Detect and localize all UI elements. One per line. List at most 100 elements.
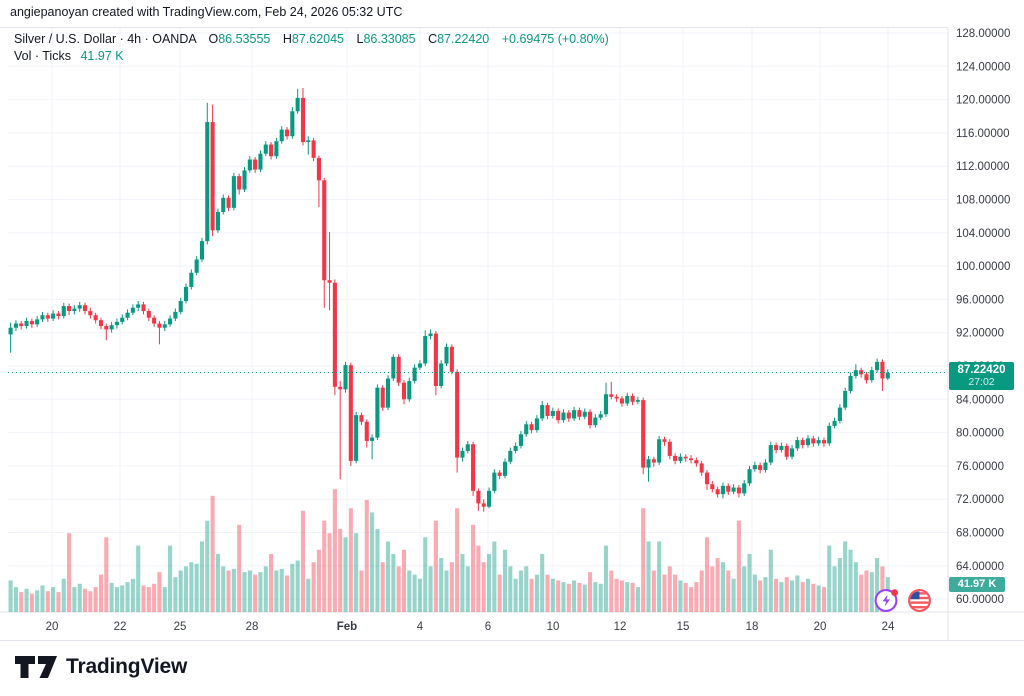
candle-body[interactable]	[146, 311, 151, 318]
candle-body[interactable]	[805, 438, 811, 446]
candle-body[interactable]	[651, 459, 656, 463]
candle-body[interactable]	[534, 418, 539, 431]
us-economic-event-icon[interactable]	[907, 588, 932, 613]
candle-body[interactable]	[82, 305, 88, 312]
candle-body[interactable]	[104, 326, 109, 330]
candle-body[interactable]	[412, 367, 417, 381]
candle-body[interactable]	[720, 485, 725, 495]
candle-body[interactable]	[423, 336, 428, 364]
candle-body[interactable]	[189, 272, 194, 287]
candle-body[interactable]	[385, 378, 391, 408]
candle-body[interactable]	[556, 410, 561, 421]
candle-body[interactable]	[359, 415, 364, 422]
candle-body[interactable]	[657, 439, 662, 463]
candle-body[interactable]	[758, 465, 763, 471]
candle-body[interactable]	[625, 395, 630, 404]
candle-body[interactable]	[853, 370, 858, 376]
candle-body[interactable]	[518, 434, 523, 446]
candle-body[interactable]	[45, 315, 50, 319]
candle-body[interactable]	[51, 313, 56, 319]
candle-body[interactable]	[61, 306, 66, 317]
candle-body[interactable]	[269, 144, 274, 157]
candle-body[interactable]	[614, 396, 619, 399]
candle-body[interactable]	[481, 503, 486, 507]
candle-body[interactable]	[630, 395, 635, 402]
candle-body[interactable]	[332, 282, 337, 387]
candle-body[interactable]	[795, 440, 800, 449]
candle-body[interactable]	[72, 308, 77, 312]
candle-body[interactable]	[215, 211, 220, 231]
candle-body[interactable]	[253, 159, 258, 170]
candle-body[interactable]	[837, 407, 842, 421]
candle-body[interactable]	[56, 313, 61, 317]
candle-body[interactable]	[497, 472, 502, 476]
candle-body[interactable]	[396, 356, 401, 383]
candle-body[interactable]	[784, 445, 789, 457]
candle-body[interactable]	[561, 412, 566, 421]
candle-body[interactable]	[210, 122, 215, 231]
candle-body[interactable]	[566, 412, 571, 419]
candle-body[interactable]	[678, 456, 683, 461]
candle-body[interactable]	[864, 374, 869, 381]
candle-body[interactable]	[667, 441, 672, 456]
candle-body[interactable]	[183, 286, 189, 302]
candle-body[interactable]	[731, 487, 736, 492]
candle-body[interactable]	[688, 458, 694, 461]
candle-body[interactable]	[93, 315, 98, 321]
candle-body[interactable]	[885, 372, 890, 379]
candle-body[interactable]	[736, 487, 741, 494]
candle-body[interactable]	[290, 111, 295, 137]
candle-body[interactable]	[162, 324, 167, 328]
candle-body[interactable]	[242, 170, 247, 190]
candle-body[interactable]	[726, 485, 731, 492]
candle-body[interactable]	[524, 424, 529, 435]
candle-body[interactable]	[508, 450, 513, 462]
price-axis[interactable]	[948, 28, 1024, 641]
candle-body[interactable]	[747, 469, 752, 484]
candle-body[interactable]	[843, 390, 848, 408]
candle-body[interactable]	[710, 484, 715, 490]
candle-body[interactable]	[587, 411, 593, 426]
candle-body[interactable]	[67, 306, 72, 312]
candle-body[interactable]	[199, 241, 205, 260]
volume-study-label[interactable]: Vol · Ticks	[14, 49, 71, 63]
candle-body[interactable]	[114, 321, 119, 326]
candle-body[interactable]	[752, 465, 757, 470]
candle-body[interactable]	[35, 319, 40, 325]
candle-body[interactable]	[465, 444, 470, 451]
candle-body[interactable]	[811, 438, 816, 444]
candle-body[interactable]	[848, 375, 853, 391]
lightning-events-icon[interactable]	[874, 588, 899, 613]
candle-body[interactable]	[683, 456, 688, 459]
candle-body[interactable]	[460, 450, 465, 458]
candle-body[interactable]	[338, 386, 343, 390]
candle-body[interactable]	[768, 445, 773, 463]
candle-body[interactable]	[178, 301, 183, 312]
candle-body[interactable]	[258, 153, 263, 170]
candle-body[interactable]	[694, 460, 699, 464]
candle-body[interactable]	[407, 380, 412, 400]
candle-body[interactable]	[635, 400, 640, 402]
tradingview-logo[interactable]: TradingView	[14, 653, 187, 680]
candle-body[interactable]	[109, 325, 114, 330]
candle-body[interactable]	[380, 387, 385, 408]
candle-body[interactable]	[370, 437, 375, 441]
candle-body[interactable]	[816, 440, 821, 444]
candle-body[interactable]	[790, 448, 795, 457]
symbol-title[interactable]: Silver / U.S. Dollar · 4h · OANDA	[14, 32, 196, 46]
candle-body[interactable]	[662, 439, 667, 442]
candle-body[interactable]	[231, 176, 236, 208]
candle-body[interactable]	[439, 363, 444, 386]
candle-body[interactable]	[343, 365, 348, 390]
candle-body[interactable]	[316, 157, 321, 181]
candle-body[interactable]	[572, 410, 577, 419]
candle-body[interactable]	[322, 180, 327, 281]
candle-body[interactable]	[284, 129, 290, 137]
candle-body[interactable]	[444, 346, 449, 364]
candle-body[interactable]	[306, 140, 311, 143]
candle-body[interactable]	[136, 304, 141, 308]
candle-body[interactable]	[417, 363, 422, 368]
candle-body[interactable]	[8, 327, 13, 335]
candle-body[interactable]	[433, 333, 438, 386]
